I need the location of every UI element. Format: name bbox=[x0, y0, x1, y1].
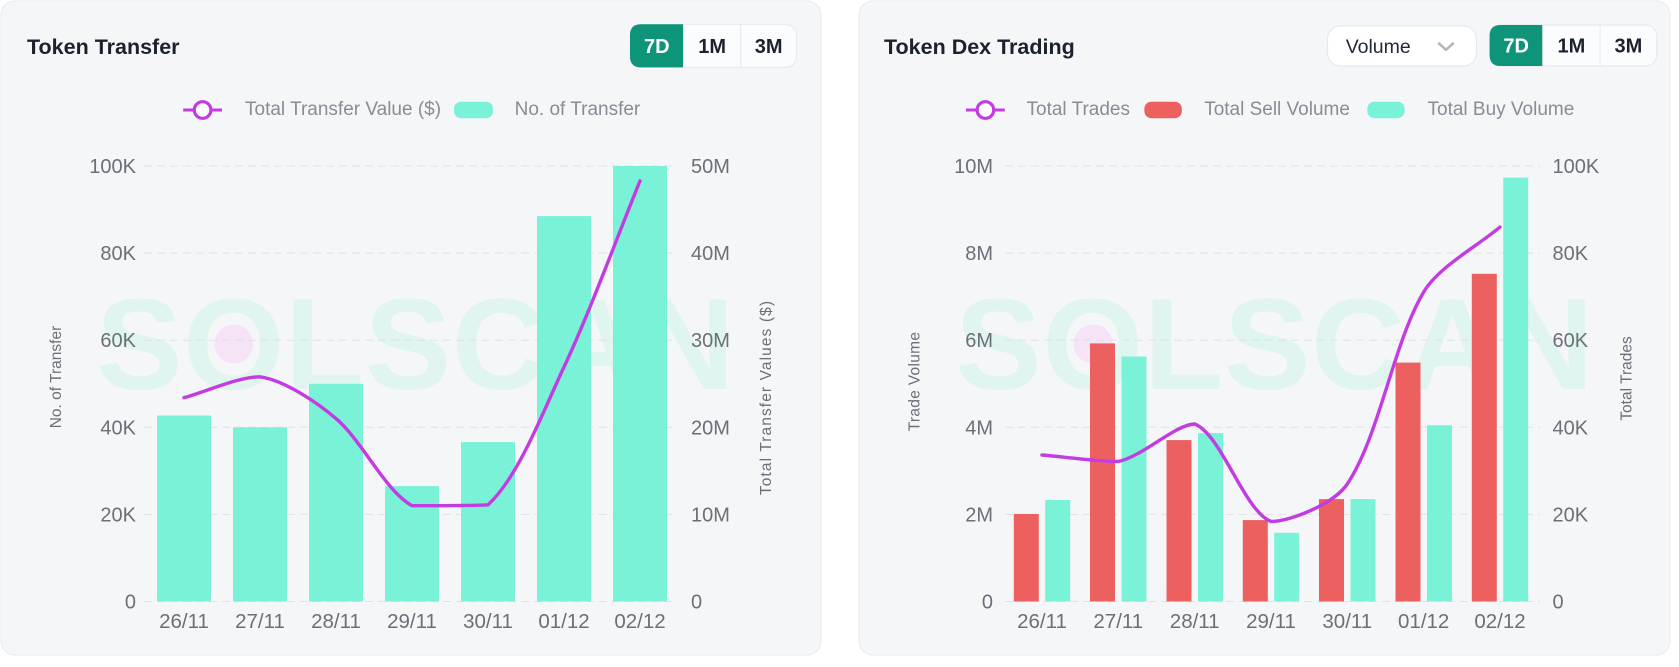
svg-text:27/11: 27/11 bbox=[235, 610, 285, 633]
svg-text:26/11: 26/11 bbox=[1017, 610, 1067, 633]
svg-text:No. of Transfer: No. of Transfer bbox=[48, 326, 65, 429]
svg-text:30/11: 30/11 bbox=[463, 610, 513, 633]
svg-text:Total Buy Volume: Total Buy Volume bbox=[1428, 99, 1575, 120]
svg-text:Total Transfer Values ($): Total Transfer Values ($) bbox=[758, 300, 775, 495]
svg-text:7D: 7D bbox=[1503, 36, 1529, 58]
svg-text:3M: 3M bbox=[1615, 36, 1643, 58]
svg-text:26/11: 26/11 bbox=[159, 610, 209, 633]
svg-text:02/12: 02/12 bbox=[614, 610, 665, 633]
svg-text:30/11: 30/11 bbox=[1322, 610, 1372, 633]
svg-text:No. of Transfer: No. of Transfer bbox=[515, 99, 641, 120]
svg-text:01/12: 01/12 bbox=[1398, 610, 1449, 633]
svg-text:Volume: Volume bbox=[1346, 36, 1411, 58]
svg-text:60K: 60K bbox=[1553, 330, 1589, 352]
svg-text:0: 0 bbox=[1553, 592, 1564, 614]
svg-text:40M: 40M bbox=[691, 243, 730, 265]
svg-text:80K: 80K bbox=[100, 243, 136, 265]
svg-text:Token Transfer: Token Transfer bbox=[27, 35, 180, 59]
svg-text:3M: 3M bbox=[755, 36, 783, 58]
svg-text:20M: 20M bbox=[691, 417, 730, 439]
svg-text:8M: 8M bbox=[965, 243, 993, 265]
svg-text:0: 0 bbox=[125, 592, 136, 614]
svg-text:40K: 40K bbox=[100, 417, 136, 439]
svg-text:SOLSCAN: SOLSCAN bbox=[955, 271, 1594, 417]
svg-text:0: 0 bbox=[691, 592, 702, 614]
svg-text:50M: 50M bbox=[691, 156, 730, 178]
svg-text:28/11: 28/11 bbox=[1170, 610, 1220, 633]
svg-text:Trade Volume: Trade Volume bbox=[907, 332, 924, 432]
svg-text:Total Trades: Total Trades bbox=[1027, 99, 1131, 120]
svg-text:29/11: 29/11 bbox=[1246, 610, 1296, 633]
svg-text:29/11: 29/11 bbox=[387, 610, 437, 633]
svg-text:4M: 4M bbox=[965, 417, 993, 439]
svg-text:27/11: 27/11 bbox=[1093, 610, 1143, 633]
svg-text:20K: 20K bbox=[100, 504, 136, 526]
svg-text:100K: 100K bbox=[89, 156, 136, 178]
svg-text:60K: 60K bbox=[100, 330, 136, 352]
svg-text:Total Transfer Value ($): Total Transfer Value ($) bbox=[245, 99, 441, 120]
svg-text:100K: 100K bbox=[1553, 156, 1600, 178]
svg-text:1M: 1M bbox=[698, 36, 726, 58]
svg-text:Total Trades: Total Trades bbox=[1619, 336, 1636, 421]
svg-text:2M: 2M bbox=[965, 504, 993, 526]
svg-text:7D: 7D bbox=[644, 36, 670, 58]
svg-text:6M: 6M bbox=[965, 330, 993, 352]
svg-text:10M: 10M bbox=[691, 504, 730, 526]
svg-text:20K: 20K bbox=[1553, 504, 1589, 526]
svg-text:30M: 30M bbox=[691, 330, 730, 352]
svg-text:10M: 10M bbox=[954, 156, 993, 178]
svg-text:80K: 80K bbox=[1553, 243, 1589, 265]
svg-text:Total Sell Volume: Total Sell Volume bbox=[1204, 99, 1350, 120]
svg-text:28/11: 28/11 bbox=[311, 610, 361, 633]
svg-text:0: 0 bbox=[982, 592, 993, 614]
svg-text:1M: 1M bbox=[1558, 36, 1586, 58]
svg-text:01/12: 01/12 bbox=[538, 610, 589, 633]
svg-text:40K: 40K bbox=[1553, 417, 1589, 439]
svg-text:02/12: 02/12 bbox=[1474, 610, 1525, 633]
svg-text:Token Dex Trading: Token Dex Trading bbox=[884, 35, 1075, 59]
